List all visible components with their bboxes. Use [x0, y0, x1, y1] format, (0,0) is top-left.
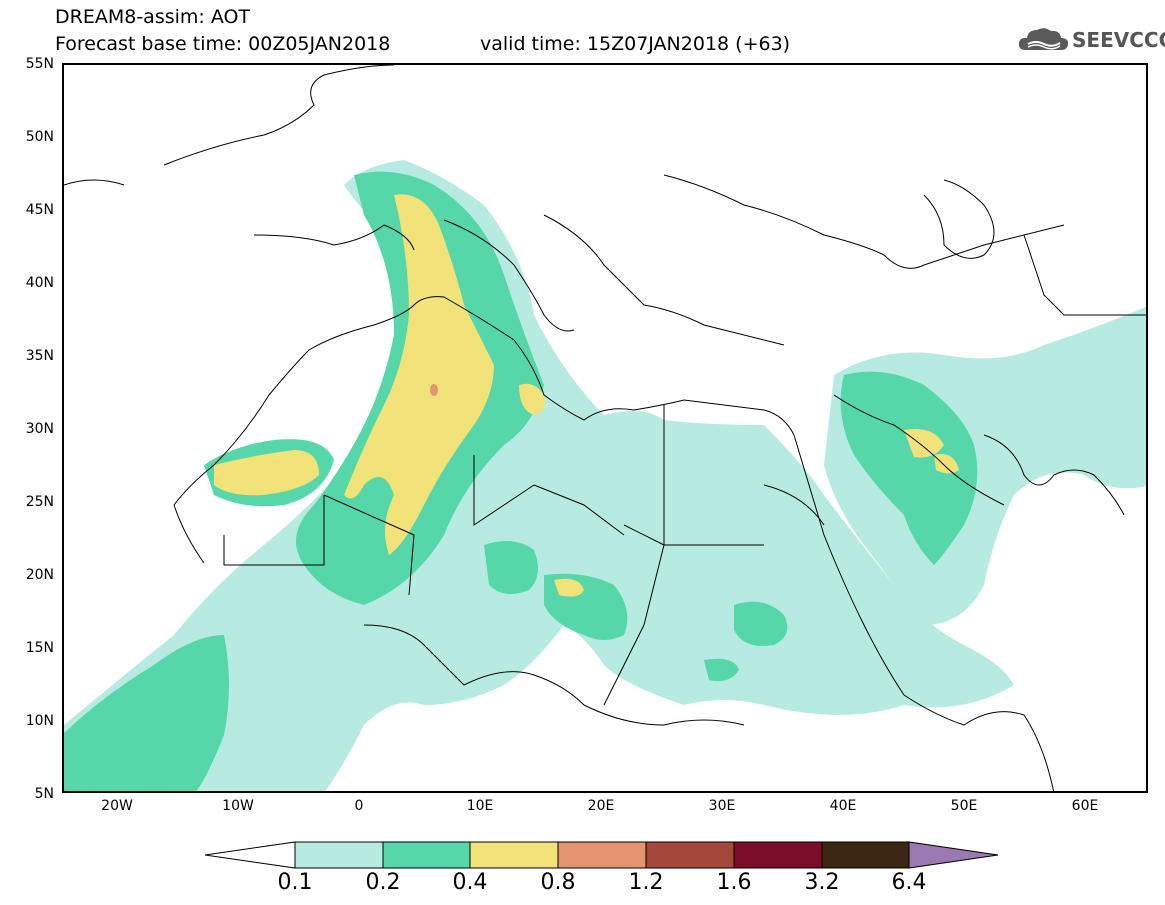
lon-label: 20W	[101, 798, 133, 814]
lat-label: 40N	[25, 275, 54, 291]
colorbar-label: 3.2	[804, 870, 840, 895]
coastlines	[64, 65, 1146, 791]
colorbar-swatch	[733, 841, 823, 869]
lat-label: 15N	[25, 640, 54, 656]
colorbar-label: 0.2	[365, 870, 401, 895]
lon-label: 50E	[950, 798, 978, 814]
colorbar-label: 0.8	[540, 870, 576, 895]
lat-label: 45N	[25, 202, 54, 218]
lat-label: 50N	[25, 129, 54, 145]
lat-label: 35N	[25, 348, 54, 364]
colorbar-label: 0.1	[277, 870, 313, 895]
colorbar-swatch	[645, 841, 735, 869]
lon-label: 40E	[829, 798, 857, 814]
lat-label: 20N	[25, 567, 54, 583]
lon-label: 10E	[466, 798, 494, 814]
lat-label: 25N	[25, 494, 54, 510]
valid-time-label: valid time: 15Z07JAN2018 (+63)	[480, 33, 791, 55]
base-time-label: Forecast base time: 00Z05JAN2018	[55, 33, 391, 55]
lon-label: 20E	[587, 798, 615, 814]
colorbar-label: 6.4	[891, 870, 927, 895]
lat-label: 5N	[34, 786, 54, 802]
colorbar-label: 1.2	[628, 870, 664, 895]
colorbar-arrow-right	[908, 841, 999, 869]
colorbar	[205, 841, 999, 869]
lat-label: 10N	[25, 713, 54, 729]
lon-label: 0	[354, 798, 364, 814]
colorbar-swatch	[821, 841, 910, 869]
lon-label: 30E	[708, 798, 736, 814]
lon-label: 10W	[222, 798, 254, 814]
map-panel	[62, 63, 1148, 793]
seevccc-logo: SEEVCCC	[1016, 22, 1165, 56]
aot-map	[64, 65, 1146, 791]
lat-label: 55N	[25, 56, 54, 72]
colorbar-swatch	[469, 841, 559, 869]
aot-contour-0.4	[214, 194, 959, 597]
aot-contour-0.8	[430, 384, 438, 396]
colorbar-swatch	[382, 841, 471, 869]
colorbar-label: 0.4	[452, 870, 488, 895]
colorbar-swatch	[294, 841, 384, 869]
lat-label: 30N	[25, 421, 54, 437]
colorbar-label: 1.6	[716, 870, 752, 895]
lon-label: 60E	[1071, 798, 1099, 814]
cloud-icon	[1018, 28, 1069, 50]
colorbar-swatch	[557, 841, 647, 869]
colorbar-arrow-left	[205, 841, 296, 869]
logo-text: SEEVCCC	[1072, 28, 1165, 52]
chart-title: DREAM8-assim: AOT	[55, 6, 251, 28]
